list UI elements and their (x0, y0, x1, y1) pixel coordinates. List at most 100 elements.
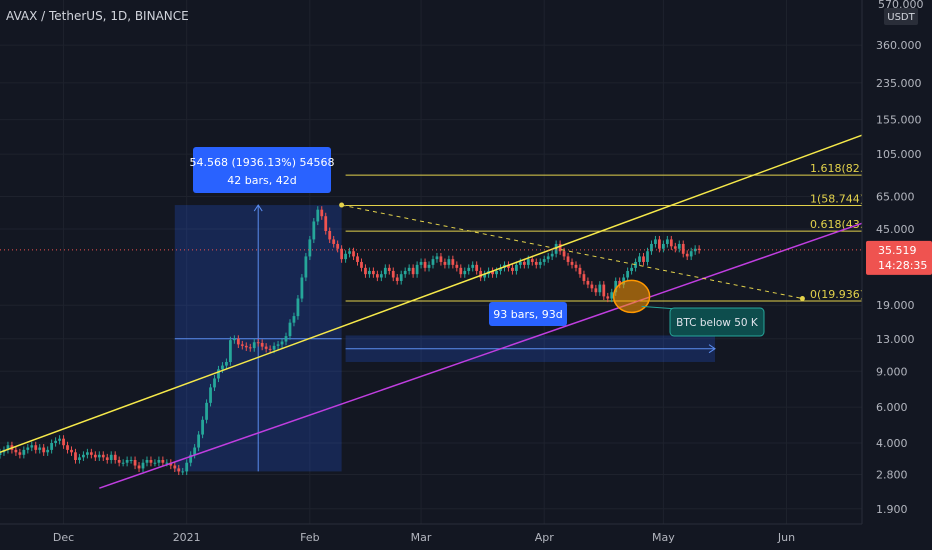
candle-body (542, 259, 546, 262)
candle (74, 448, 77, 464)
candle-body (431, 259, 435, 265)
candle-body (602, 284, 606, 297)
candle-body (614, 280, 618, 293)
candle (280, 338, 284, 349)
candle (391, 267, 395, 282)
candle (6, 441, 10, 454)
candle-body (213, 378, 216, 388)
candle-body (463, 270, 467, 275)
candle (232, 335, 236, 344)
candle-body (403, 270, 407, 275)
candle-body (570, 261, 574, 265)
candle (93, 451, 97, 461)
price-range-label-box[interactable] (193, 147, 331, 193)
candle (693, 245, 697, 255)
candle-body (141, 462, 145, 469)
candle-body (78, 457, 81, 460)
candle-body (566, 256, 570, 262)
candle (542, 255, 546, 266)
candle (348, 247, 351, 258)
candle (105, 453, 109, 464)
currency-badge[interactable] (884, 8, 918, 25)
candle (46, 446, 50, 456)
candle (121, 459, 125, 467)
candle (689, 247, 693, 261)
candle (602, 281, 606, 300)
trend-line-yellow-support[interactable] (0, 134, 863, 454)
symbol-title[interactable]: AVAX / TetherUS, 1D, BINANCE (6, 9, 189, 23)
annotations[interactable]: BTC below 50 K (612, 279, 765, 337)
candle-body (387, 267, 391, 271)
callout-box[interactable] (669, 307, 765, 337)
candle-body (58, 438, 61, 441)
candle-body (97, 454, 101, 458)
candle (475, 261, 479, 275)
candle (654, 235, 657, 248)
price-range-label-line2: 42 bars, 42d (227, 174, 296, 187)
candle (141, 459, 145, 473)
candle-body (642, 256, 645, 262)
candle (499, 264, 502, 275)
fib-level-label: 1(58.744) (810, 192, 864, 205)
highlight-circle[interactable] (612, 279, 651, 314)
candle-body (586, 280, 590, 285)
candle-body (137, 465, 141, 469)
trend-line-purple-support[interactable] (99, 222, 863, 489)
trend-lines[interactable] (0, 134, 863, 489)
candle-body (630, 267, 633, 271)
candle-body (638, 256, 641, 262)
candle (288, 319, 292, 340)
candle-body (248, 347, 252, 349)
candle (368, 267, 371, 278)
candle-body (185, 462, 189, 472)
candle (419, 258, 423, 269)
candle-body (594, 288, 598, 293)
candle-body (618, 280, 622, 285)
trend-anchor (799, 296, 805, 302)
y-tick-label: 13.000 (876, 333, 915, 346)
candle-body (169, 462, 173, 466)
candle-body (590, 284, 594, 289)
candle-body (105, 457, 109, 460)
candle-body (606, 296, 610, 299)
last-price-tag[interactable] (866, 240, 932, 275)
price-range-label-line1: 54.568 (1936.13%) 54568 (190, 156, 335, 169)
candle (229, 336, 232, 366)
y-tick-label: 155.000 (876, 114, 922, 127)
candle (97, 451, 101, 461)
date-range-label-box[interactable] (489, 302, 567, 326)
candle (304, 252, 308, 282)
candle-body (582, 274, 586, 281)
candle-body (479, 270, 483, 278)
y-tick-label: 45.000 (876, 223, 915, 236)
fib-level-label: 1.618(82.72 (810, 162, 877, 175)
candle-body (372, 270, 375, 275)
candle (538, 258, 542, 269)
candle-body (117, 459, 121, 463)
grid-lines (0, 0, 862, 524)
x-tick-label: Feb (300, 531, 319, 544)
callout-text: BTC below 50 K (676, 317, 759, 329)
candle (435, 252, 439, 263)
candle-body (66, 445, 69, 450)
candle-body (379, 274, 383, 278)
candle (574, 261, 578, 272)
candle (697, 245, 701, 254)
candle (181, 467, 185, 476)
candle-body (181, 471, 185, 473)
time-axis[interactable]: Dec 2021 Feb Mar Apr May Jun (0, 523, 932, 550)
y-tick-label: 360.000 (876, 39, 922, 52)
candle (38, 444, 42, 454)
candle (145, 456, 149, 467)
candle (515, 261, 518, 275)
candle (101, 451, 105, 461)
fib-retracement[interactable]: 1.618(82.72 1(58.744) 0.618(43.91 0(19.936) (345, 162, 878, 302)
candle-body (101, 454, 105, 458)
candle-body (129, 459, 133, 461)
candle-body (157, 459, 161, 463)
trend-line-dashed-resistance[interactable] (341, 204, 803, 300)
candle (423, 258, 427, 272)
candle-body (383, 267, 387, 275)
